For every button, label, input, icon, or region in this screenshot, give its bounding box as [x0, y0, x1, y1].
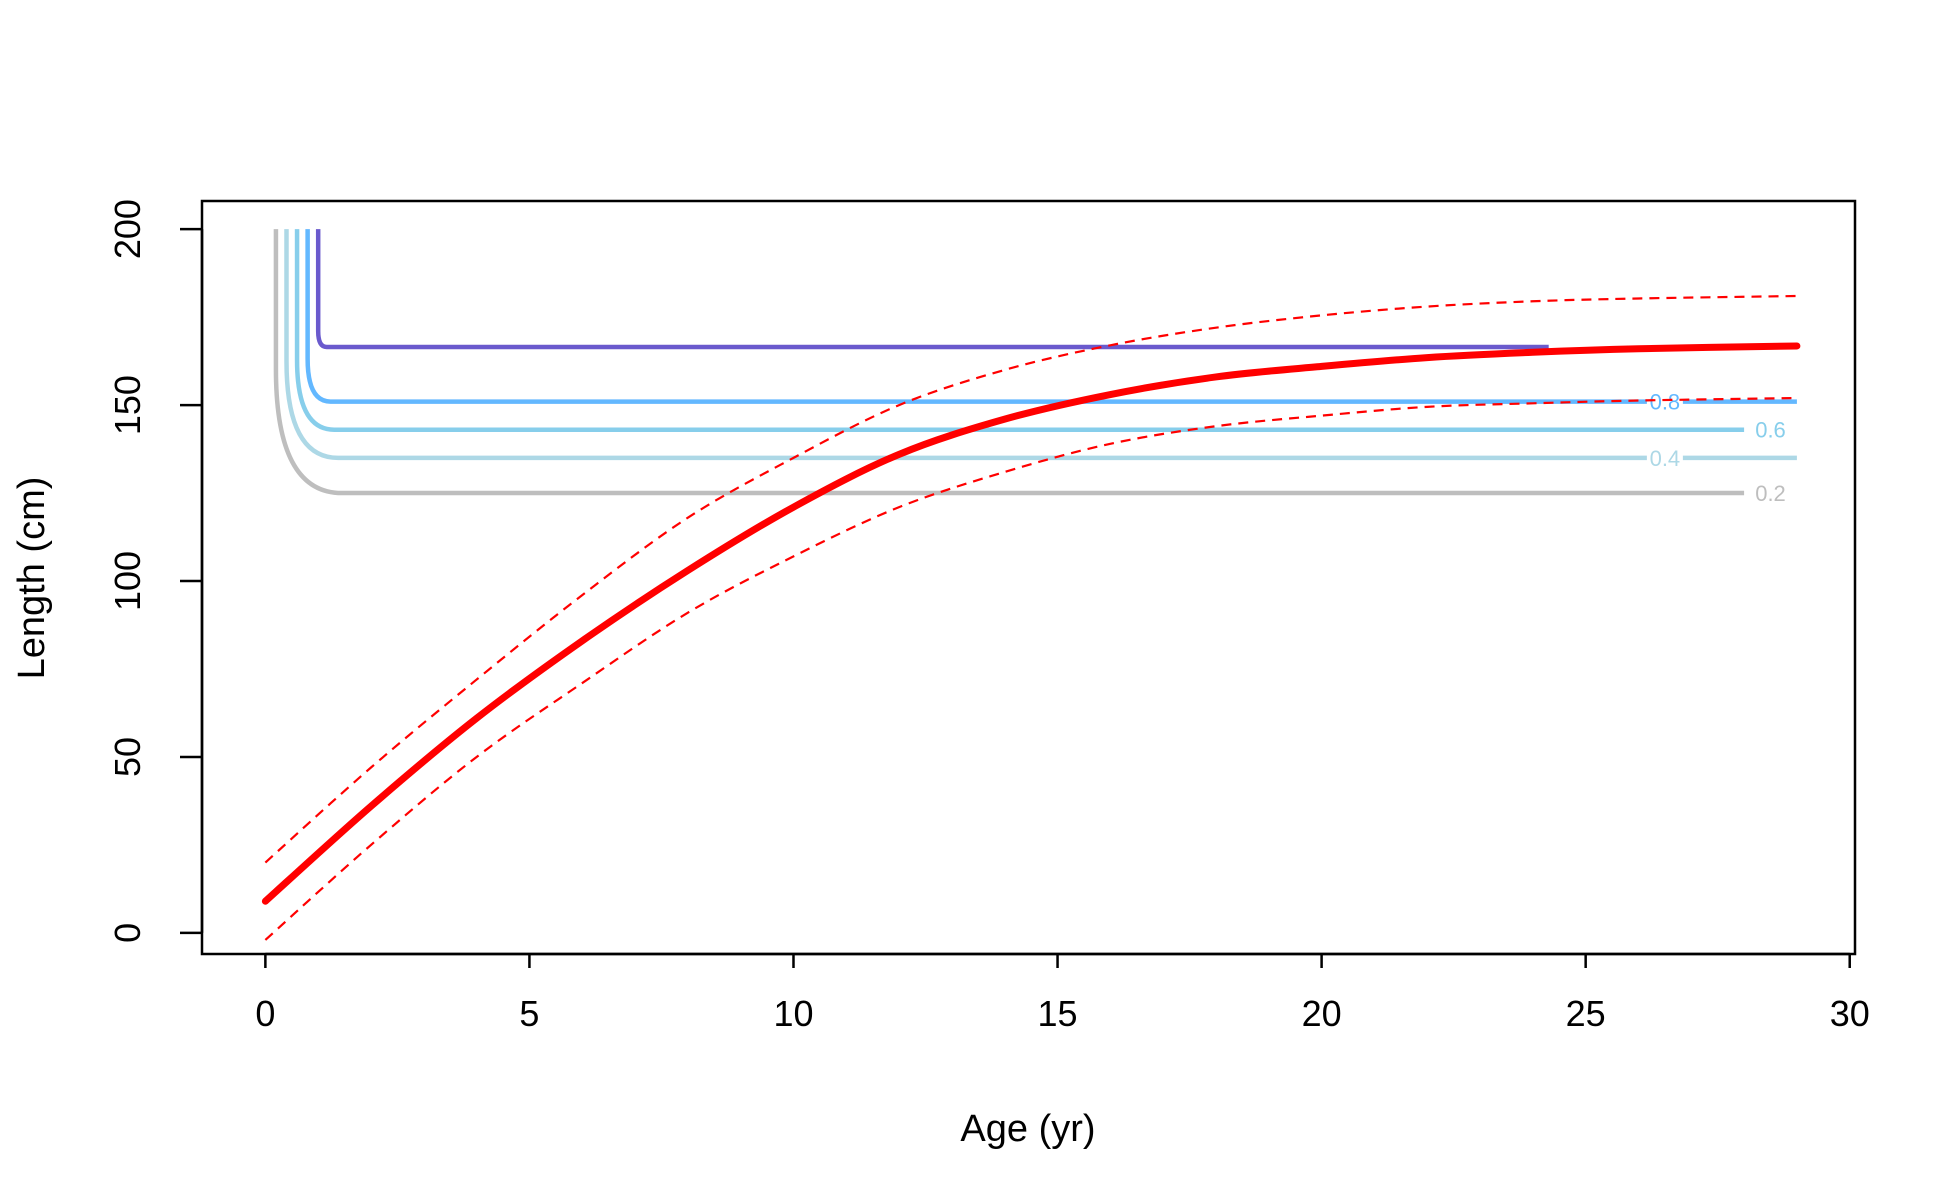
contour-label-background	[1752, 417, 1789, 442]
growth-curve-line	[261, 342, 1801, 905]
y-tick-label: 100	[107, 551, 148, 611]
contour-line-2	[284, 229, 1797, 461]
contour-label: 0.4	[1650, 446, 1681, 471]
x-tick-label: 20	[1302, 993, 1342, 1034]
x-tick-label: 10	[773, 993, 813, 1034]
contour-label: 0.8	[1650, 390, 1681, 415]
contour-label-background	[1646, 389, 1683, 414]
contour-line-5	[315, 229, 1549, 350]
contour-label-background	[1646, 445, 1683, 470]
y-tick-label: 150	[107, 375, 148, 435]
x-tick-label: 5	[519, 993, 539, 1034]
contour-line-4	[305, 229, 1797, 404]
y-tick-label: 50	[107, 737, 148, 777]
x-tick-label: 15	[1038, 993, 1078, 1034]
x-tick-label: 0	[255, 993, 275, 1034]
contour-lines: 0.2 0.4 0.6 0.8	[273, 229, 1797, 506]
upper-confidence-line	[264, 294, 1797, 864]
x-axis-title: Age (yr)	[960, 1108, 1095, 1150]
contour-label-background	[1752, 481, 1789, 506]
contour-label: 0.6	[1755, 418, 1786, 443]
y-tick-label: 0	[107, 923, 148, 943]
growth-curves	[261, 294, 1801, 941]
y-tick-label: 200	[107, 199, 148, 259]
contour-label: 0.2	[1755, 481, 1786, 506]
y-axis: 0 50 100 150 200	[107, 199, 204, 943]
contour-line-1	[273, 229, 1745, 496]
contour-line-3	[294, 229, 1745, 432]
lower-confidence-line	[264, 396, 1797, 941]
x-tick-label: 30	[1830, 993, 1870, 1034]
y-axis-title: Length (cm)	[11, 477, 53, 680]
x-tick-label: 25	[1566, 993, 1606, 1034]
x-axis: 0 5 10 15 20 25 30	[255, 952, 1870, 1034]
